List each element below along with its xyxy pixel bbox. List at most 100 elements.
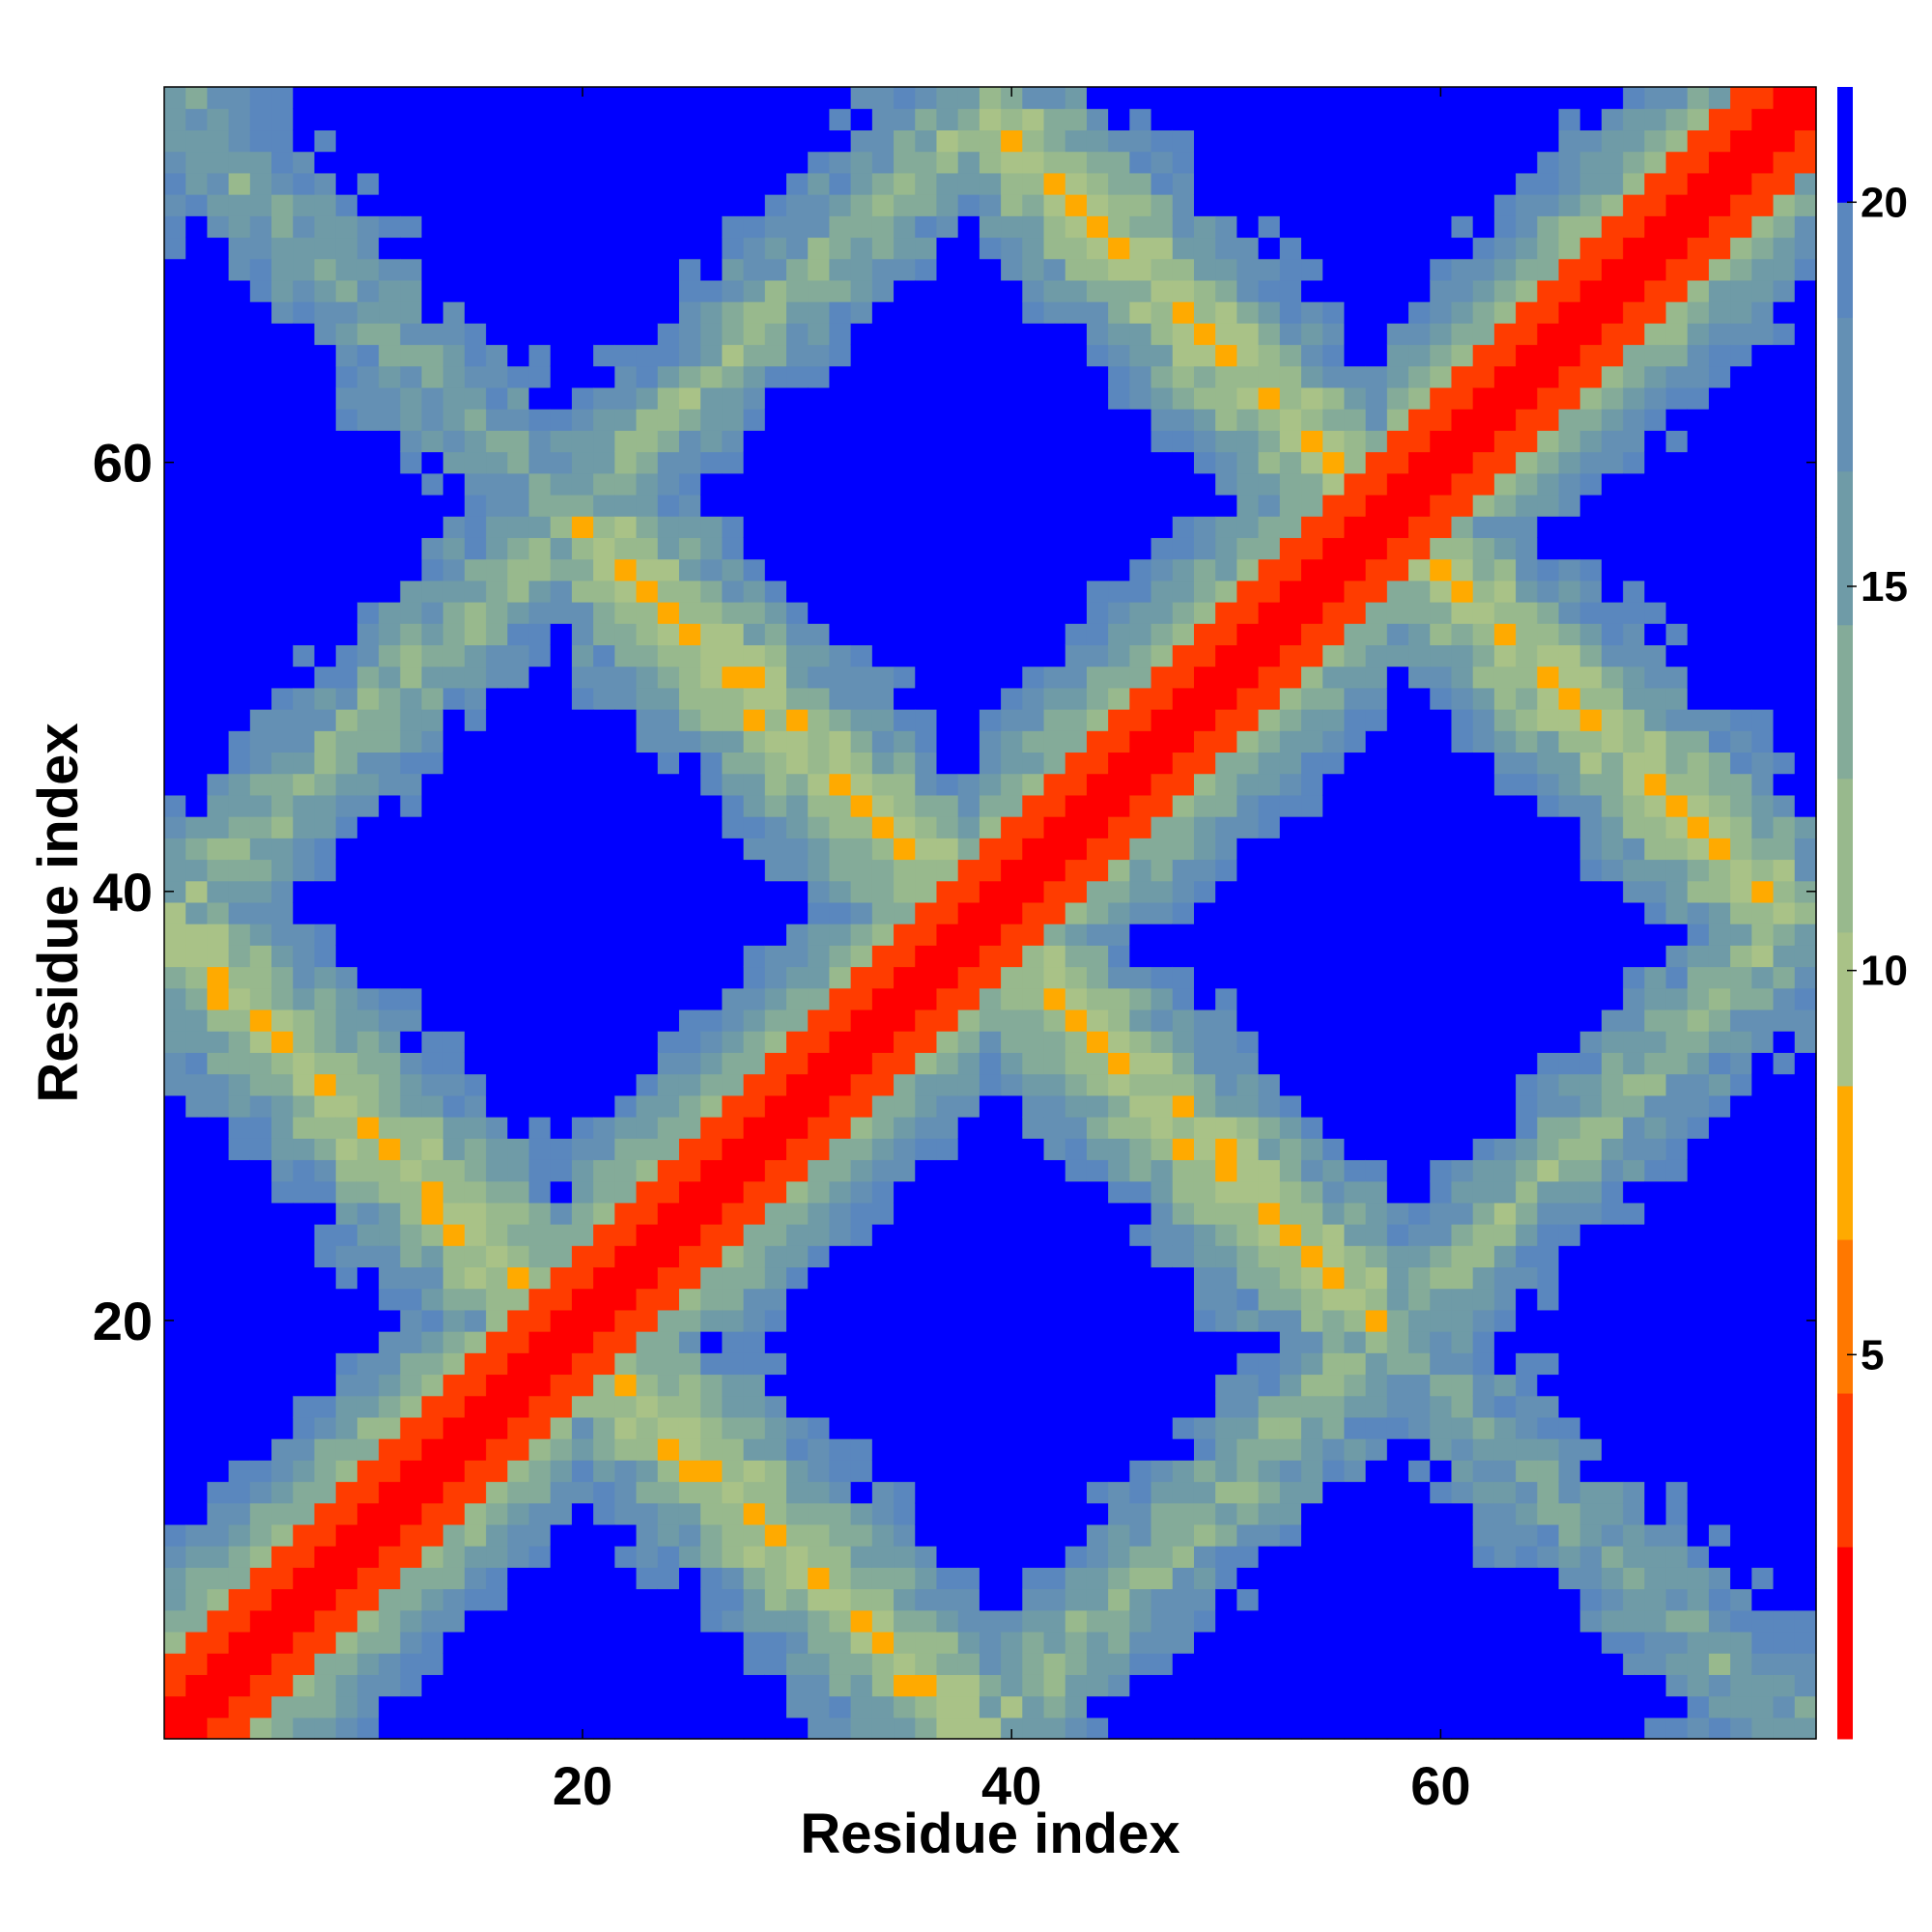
heatmap-cell xyxy=(228,1481,251,1504)
heatmap-cell xyxy=(228,451,251,474)
heatmap-cell xyxy=(593,1031,615,1053)
heatmap-cell xyxy=(271,601,294,624)
heatmap-cell xyxy=(636,1546,659,1568)
heatmap-cell xyxy=(1344,816,1367,838)
heatmap-cell xyxy=(871,409,895,431)
heatmap-cell xyxy=(593,430,615,453)
heatmap-cell xyxy=(1258,1202,1281,1225)
heatmap-cell xyxy=(228,108,251,131)
heatmap-cell xyxy=(571,1481,594,1504)
heatmap-cell xyxy=(894,1460,916,1483)
heatmap-cell xyxy=(164,1009,186,1032)
heatmap-cell xyxy=(1493,1245,1517,1268)
heatmap-cell xyxy=(335,1331,358,1353)
heatmap-cell xyxy=(700,215,723,239)
heatmap-cell xyxy=(614,344,638,367)
heatmap-cell xyxy=(1043,1009,1066,1032)
heatmap-cell xyxy=(1493,945,1517,968)
heatmap-cell xyxy=(249,1674,272,1697)
heatmap-cell xyxy=(271,730,294,753)
heatmap-cell xyxy=(1493,1180,1517,1204)
heatmap-cell xyxy=(314,1395,337,1418)
heatmap-cell xyxy=(421,430,444,453)
heatmap-cell xyxy=(1236,1588,1260,1611)
heatmap-cell xyxy=(1065,1180,1088,1204)
heatmap-cell xyxy=(1129,494,1152,517)
heatmap-cell xyxy=(207,1523,230,1547)
heatmap-cell xyxy=(593,386,615,410)
heatmap-cell xyxy=(1172,1416,1195,1439)
heatmap-cell xyxy=(249,1588,272,1611)
heatmap-cell xyxy=(271,194,294,216)
heatmap-cell xyxy=(335,108,358,131)
heatmap-cell xyxy=(228,129,251,153)
heatmap-cell xyxy=(185,1202,209,1225)
heatmap-cell xyxy=(335,773,358,796)
heatmap-cell xyxy=(1151,215,1174,239)
heatmap-cell xyxy=(207,709,230,731)
heatmap-cell xyxy=(678,794,701,817)
heatmap-cell xyxy=(228,859,251,882)
heatmap-cell xyxy=(1236,1138,1260,1160)
heatmap-cell xyxy=(486,945,508,968)
heatmap-cell xyxy=(743,1180,766,1204)
heatmap-cell xyxy=(1236,838,1260,861)
heatmap-cell xyxy=(979,87,1002,109)
heatmap-cell xyxy=(164,901,186,924)
heatmap-cell xyxy=(164,1395,186,1418)
heatmap-cell xyxy=(1279,1224,1302,1246)
heatmap-cell xyxy=(700,1523,723,1547)
heatmap-cell xyxy=(957,1523,980,1547)
heatmap-cell xyxy=(421,730,444,753)
heatmap-cell xyxy=(1516,365,1538,388)
heatmap-cell xyxy=(207,1546,230,1568)
heatmap-cell xyxy=(1193,409,1216,431)
heatmap-cell xyxy=(850,1138,873,1160)
heatmap-cell xyxy=(979,344,1002,367)
heatmap-cell xyxy=(743,1052,766,1075)
heatmap-cell xyxy=(593,623,615,645)
heatmap-cell xyxy=(871,580,895,603)
heatmap-cell xyxy=(528,1695,552,1719)
heatmap-cell xyxy=(550,687,573,710)
heatmap-cell xyxy=(1430,386,1453,410)
heatmap-cell xyxy=(571,409,594,431)
heatmap-cell xyxy=(207,1438,230,1461)
heatmap-cell xyxy=(636,794,659,817)
heatmap-cell xyxy=(1493,859,1517,882)
heatmap-cell xyxy=(1065,1481,1088,1504)
heatmap-cell xyxy=(442,601,466,624)
heatmap-cell xyxy=(593,1116,615,1139)
heatmap-cell xyxy=(1344,151,1367,174)
heatmap-cell xyxy=(1408,1266,1431,1290)
heatmap-cell xyxy=(894,558,916,582)
heatmap-cell xyxy=(228,194,251,216)
heatmap-cell xyxy=(379,1309,401,1332)
heatmap-cell xyxy=(1301,1546,1323,1568)
heatmap-cell xyxy=(1215,1116,1237,1139)
heatmap-cell xyxy=(228,1588,251,1611)
heatmap-cell xyxy=(314,623,337,645)
heatmap-cell xyxy=(550,1653,573,1675)
heatmap-cell xyxy=(1537,987,1560,1010)
heatmap-cell xyxy=(1430,1331,1453,1353)
heatmap-cell xyxy=(293,1395,316,1418)
heatmap-cell xyxy=(1516,1031,1538,1053)
heatmap-cell xyxy=(550,1052,573,1075)
heatmap-cell xyxy=(271,623,294,645)
heatmap-cell xyxy=(442,816,466,838)
heatmap-cell xyxy=(550,1073,573,1096)
heatmap-cell xyxy=(722,1331,745,1353)
heatmap-cell xyxy=(1001,1245,1023,1268)
heatmap-cell xyxy=(314,880,337,903)
heatmap-cell xyxy=(421,1180,444,1204)
heatmap-cell xyxy=(808,1138,831,1160)
heatmap-cell xyxy=(700,945,723,968)
heatmap-cell xyxy=(1129,601,1152,624)
heatmap-cell xyxy=(1279,1138,1302,1160)
heatmap-cell xyxy=(1172,194,1195,216)
heatmap-cell xyxy=(915,730,938,753)
heatmap-cell xyxy=(400,1052,423,1075)
heatmap-cell xyxy=(894,687,916,710)
heatmap-cell xyxy=(1301,1695,1323,1719)
